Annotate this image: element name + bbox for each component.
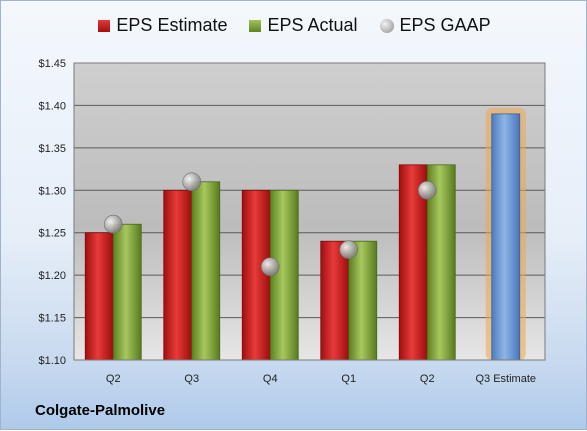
legend-item-gaap: EPS GAAP [379,15,491,36]
x-tick-label: Q1 [341,373,356,385]
legend: EPS Estimate EPS Actual EPS GAAP [1,15,587,36]
y-tick-label: $1.35 [38,143,66,155]
y-tick-label: $1.40 [38,100,66,112]
bar-eps-estimate-forecast [491,113,521,361]
bar-eps-estimate [320,240,350,361]
x-tick-label: Q2 [106,373,121,385]
bar-eps-actual [426,164,456,361]
bar-eps-estimate [241,189,271,361]
x-tick-label: Q3 Estimate [475,373,536,385]
legend-item-actual: EPS Actual [249,15,358,36]
legend-swatch-estimate [98,19,111,32]
bar-eps-actual [269,189,299,361]
legend-swatch-actual [249,19,262,32]
legend-label-gaap: EPS GAAP [399,15,491,35]
point-eps-gaap [339,240,359,259]
point-eps-gaap [417,180,437,200]
y-tick-label: $1.30 [38,185,66,197]
x-tick-label: Q4 [263,373,278,385]
y-tick-label: $1.10 [38,355,66,367]
bar-eps-actual [112,223,142,361]
legend-label-actual: EPS Actual [267,15,358,35]
point-eps-gaap [260,257,280,276]
legend-swatch-gaap [379,18,394,33]
legend-label-estimate: EPS Estimate [116,15,228,35]
company-name: Colgate-Palmolive [35,402,166,419]
y-tick-label: $1.25 [38,228,66,240]
bar-eps-estimate [84,232,114,361]
plot-border [73,62,546,361]
plot-area [74,63,545,360]
y-tick-label: $1.15 [38,313,66,325]
legend-item-estimate: EPS Estimate [98,15,227,36]
y-tick-label: $1.20 [38,270,66,282]
y-tick-label: $1.45 [38,58,66,70]
x-tick-label: Q2 [420,373,435,385]
bar-eps-estimate [163,189,193,361]
bar-eps-actual [348,240,378,361]
x-tick-label: Q3 [184,373,199,385]
point-eps-gaap [182,172,202,192]
point-eps-gaap [103,214,123,234]
bar-eps-actual [191,181,221,361]
